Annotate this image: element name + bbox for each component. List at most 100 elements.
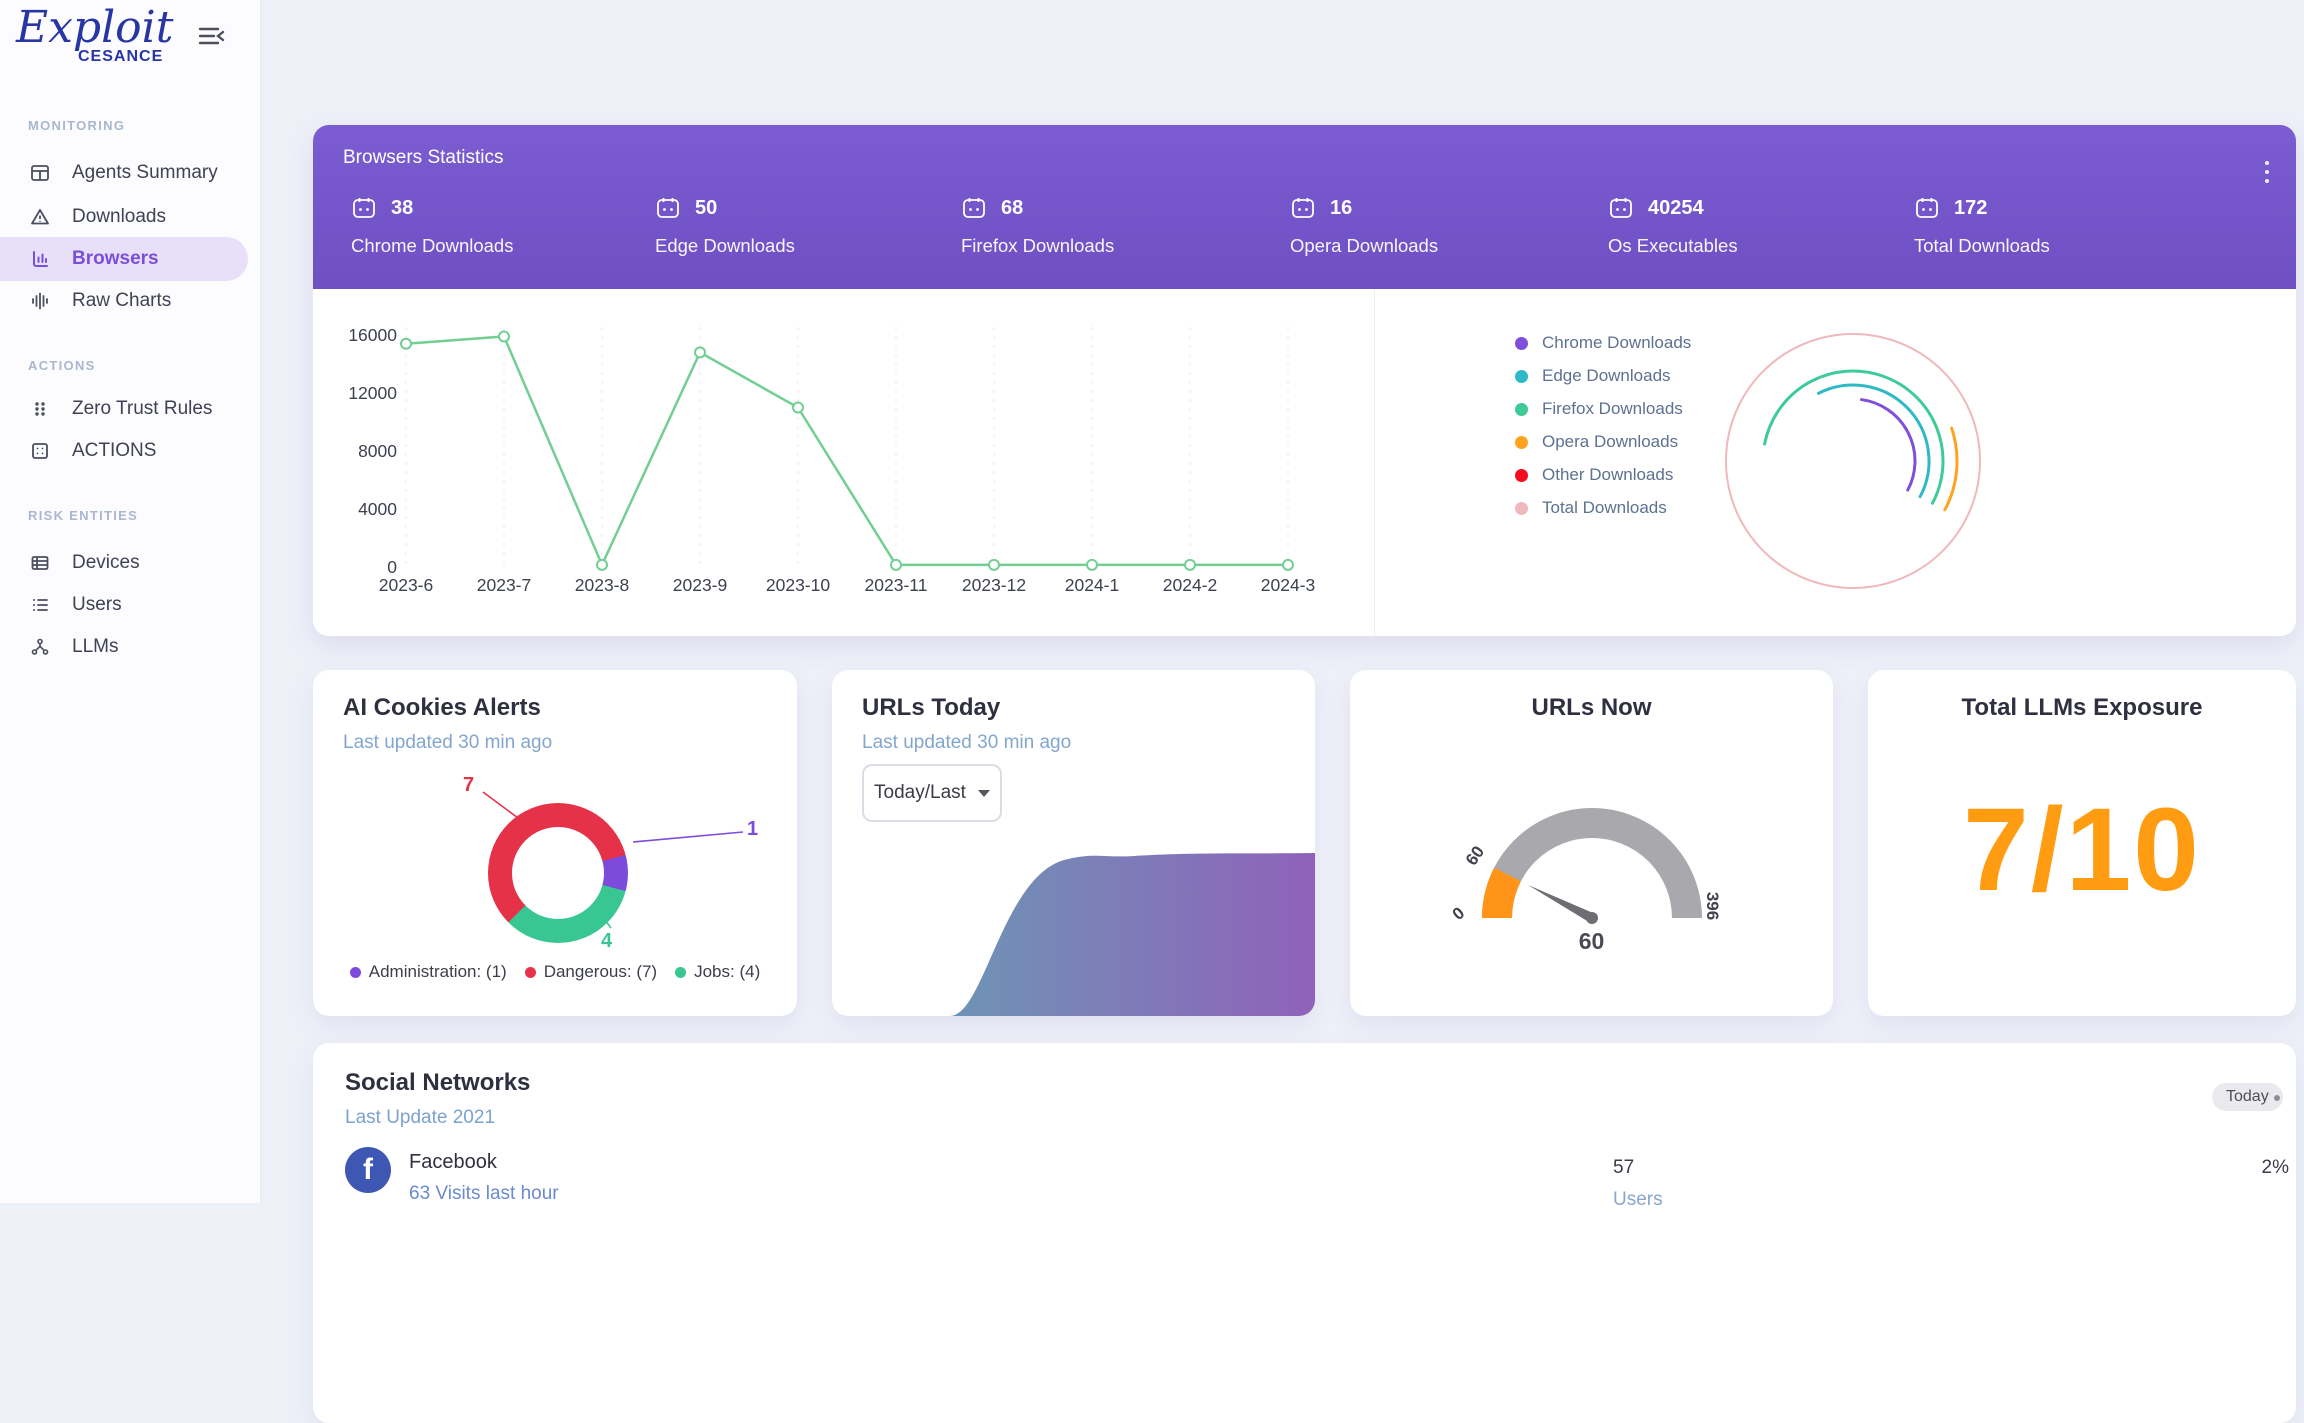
legend-item-opera[interactable]: Opera Downloads xyxy=(1515,432,1691,452)
table-icon xyxy=(30,163,50,183)
urls-area-chart xyxy=(950,853,1315,1016)
browsers-statistics-header: Browsers Statistics 38 Chrome Downloads … xyxy=(313,125,2296,289)
legend-item-firefox[interactable]: Firefox Downloads xyxy=(1515,399,1691,419)
sidebar-item-label: Users xyxy=(72,594,122,615)
sidebar-item-label: Devices xyxy=(72,552,140,573)
legend-dot xyxy=(1515,402,1528,416)
grid-icon xyxy=(30,441,50,461)
sidebar-item-label: Raw Charts xyxy=(72,290,172,311)
sidebar-item-users[interactable]: Users xyxy=(0,583,248,627)
stat-label: Opera Downloads xyxy=(1290,235,1439,256)
chevron-down-icon xyxy=(977,789,990,797)
sidebar-item-zero-trust-rules[interactable]: Zero Trust Rules xyxy=(0,387,248,431)
callout-jobs: 4 xyxy=(601,930,613,952)
sidebar-item-browsers[interactable]: Browsers xyxy=(0,237,248,281)
callout-dangerous: 7 xyxy=(463,774,475,796)
today-badge[interactable]: Today xyxy=(2212,1083,2283,1111)
kebab-menu-icon[interactable] xyxy=(2258,161,2276,195)
calendar-icon xyxy=(963,198,985,218)
gauge-value: 60 xyxy=(1578,928,1605,954)
section-label-risk-entities: RISK ENTITIES xyxy=(28,508,139,523)
legend-item-administration[interactable]: Administration: (1) xyxy=(349,962,507,982)
downloads-line-chart: 2023-6 2023-7 2023-8 2023-9 2023-10 2023-11 20… xyxy=(348,325,1315,595)
svg-text:4000: 4000 xyxy=(358,499,397,519)
svg-text:16000: 16000 xyxy=(348,325,397,345)
stat-chrome-downloads: 38 Chrome Downloads xyxy=(351,195,641,257)
urls-gauge-chart xyxy=(1482,808,1702,924)
calendar-icon xyxy=(353,198,375,218)
sidebar-item-agents-summary[interactable]: Agents Summary xyxy=(0,151,248,195)
section-label-actions: ACTIONS xyxy=(28,358,96,373)
svg-text:2024-2: 2024-2 xyxy=(1163,575,1218,595)
calendar-icon xyxy=(657,198,679,218)
sidebar-item-devices[interactable]: Devices xyxy=(0,541,248,585)
legend-dot xyxy=(675,966,687,978)
devices-table-icon xyxy=(30,553,50,573)
stat-value: 68 xyxy=(1001,196,1024,219)
social-networks-card: Social Networks Last Update 2021 Today f… xyxy=(313,1043,2296,1423)
logo-wordmark: Exploit xyxy=(16,2,174,53)
calendar-icon xyxy=(1610,198,1632,218)
stat-label: Firefox Downloads xyxy=(961,235,1115,256)
legend-dot xyxy=(349,966,361,978)
svg-text:2023-10: 2023-10 xyxy=(766,575,830,595)
network-users-label: Users xyxy=(1613,1189,1663,1210)
urls-now-card: URLs Now 0 60 396 60 xyxy=(1350,670,1833,1016)
sidebar-item-llms[interactable]: LLMs xyxy=(0,625,248,669)
callout-administration: 1 xyxy=(747,818,759,840)
svg-text:0: 0 xyxy=(387,557,397,577)
logo-sub-wordmark: CESANCE xyxy=(78,48,164,65)
card-subtitle: Last Update 2021 xyxy=(345,1107,496,1128)
stat-value: 40254 xyxy=(1648,196,1704,219)
sidebar-item-raw-charts[interactable]: Raw Charts xyxy=(0,279,248,323)
llm-exposure-value: 7/10 xyxy=(1963,784,2201,916)
total-llms-exposure-card: Total LLMs Exposure 7/10 xyxy=(1868,670,2296,1016)
stat-edge-downloads: 50 Edge Downloads xyxy=(655,195,945,257)
stat-label: Chrome Downloads xyxy=(351,235,514,256)
browsers-statistics-card: Browsers Statistics 38 Chrome Downloads … xyxy=(313,125,2296,636)
sidebar-item-label: Zero Trust Rules xyxy=(72,398,213,419)
svg-text:2023-8: 2023-8 xyxy=(575,575,630,595)
svg-text:2024-1: 2024-1 xyxy=(1065,575,1120,595)
stat-label: Total Downloads xyxy=(1914,235,2050,256)
sidebar: Exploit CESANCE MONITORING Agents Summar… xyxy=(0,0,261,1203)
more-options-dot-icon[interactable] xyxy=(2274,1095,2280,1101)
card-title: Social Networks xyxy=(345,1069,531,1096)
legend-item-dangerous[interactable]: Dangerous: (7) xyxy=(524,962,657,982)
legend-item-jobs[interactable]: Jobs: (4) xyxy=(675,962,760,982)
sidebar-item-label: Agents Summary xyxy=(72,162,218,183)
stat-os-executables: 40254 Os Executables xyxy=(1608,195,1898,257)
urls-today-card: URLs Today Last updated 30 min ago Today… xyxy=(832,670,1315,1016)
stat-opera-downloads: 16 Opera Downloads xyxy=(1290,195,1580,257)
legend-item-chrome[interactable]: Chrome Downloads xyxy=(1515,333,1691,353)
sidebar-item-label: LLMs xyxy=(72,636,119,657)
sidebar-item-actions[interactable]: ACTIONS xyxy=(0,429,248,473)
legend-item-other[interactable]: Other Downloads xyxy=(1515,465,1691,485)
svg-text:2023-6: 2023-6 xyxy=(379,575,434,595)
range-select[interactable]: Today/Last xyxy=(862,764,1002,822)
browsers-statistics-body: 2023-6 2023-7 2023-8 2023-9 2023-10 2023-11 20… xyxy=(313,289,2296,636)
downloads-legend: Chrome Downloads Edge Downloads Firefox … xyxy=(1515,333,1691,518)
svg-text:2023-9: 2023-9 xyxy=(673,575,728,595)
ai-cookies-alerts-card: AI Cookies Alerts Last updated 30 min ag… xyxy=(313,670,797,1016)
network-users-count: 57 xyxy=(1613,1157,1635,1178)
card-subtitle: Last updated 30 min ago xyxy=(343,732,553,753)
list-icon xyxy=(30,595,50,615)
calendar-icon xyxy=(1916,198,1938,218)
svg-text:8000: 8000 xyxy=(358,441,397,461)
sidebar-item-label: ACTIONS xyxy=(72,440,157,461)
sidebar-item-downloads[interactable]: Downloads xyxy=(0,195,248,239)
card-title: AI Cookies Alerts xyxy=(343,694,541,721)
legend-item-edge[interactable]: Edge Downloads xyxy=(1515,366,1691,386)
cookies-legend: Administration: (1) Dangerous: (7) Jobs:… xyxy=(313,962,797,982)
collapse-sidebar-icon[interactable] xyxy=(196,22,230,50)
legend-item-total[interactable]: Total Downloads xyxy=(1515,498,1691,518)
stat-label: Edge Downloads xyxy=(655,235,795,256)
bar-chart-icon xyxy=(30,249,50,269)
gauge-max-label: 396 xyxy=(1703,891,1723,921)
sidebar-item-label: Downloads xyxy=(72,206,166,227)
card-title: Total LLMs Exposure xyxy=(1961,694,2203,721)
stat-label: Os Executables xyxy=(1608,235,1738,256)
card-subtitle: Last updated 30 min ago xyxy=(862,732,1072,753)
card-title: Browsers Statistics xyxy=(343,147,504,168)
